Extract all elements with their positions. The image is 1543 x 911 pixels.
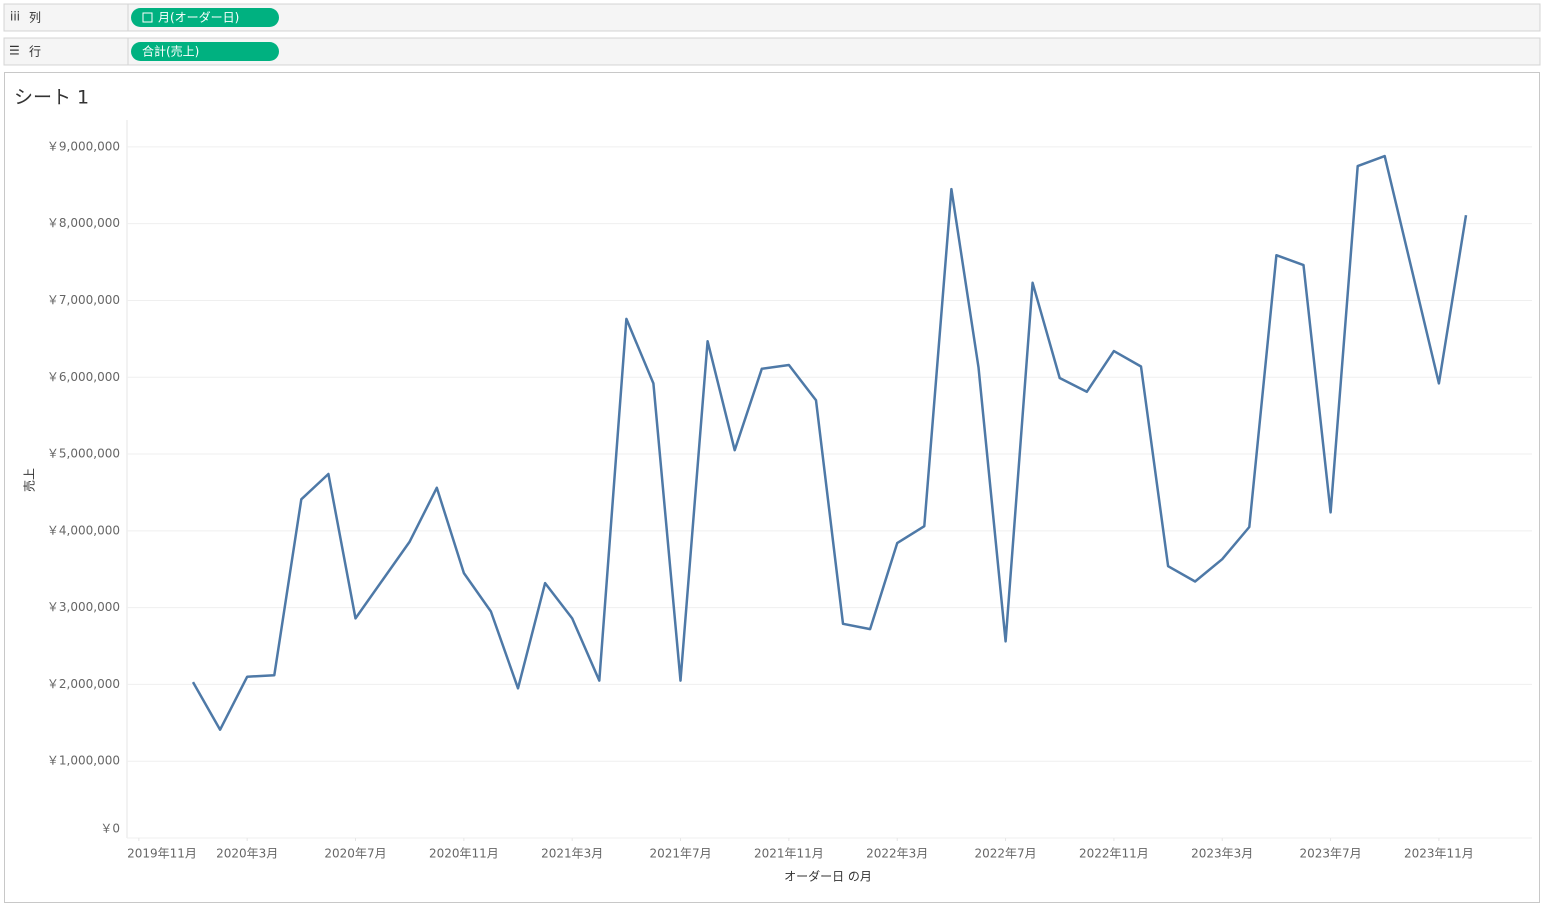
x-tick-label: 2023年7月 — [1299, 847, 1361, 861]
rows-pill[interactable] — [131, 42, 279, 61]
y-tick-label: ￥4,000,000 — [47, 523, 120, 537]
sales-line — [191, 154, 1468, 731]
y-tick-label: ￥5,000,000 — [47, 447, 120, 461]
y-tick-label: ￥6,000,000 — [47, 370, 120, 384]
y-tick-label: ￥9,000,000 — [47, 139, 120, 153]
columns-label: 列 — [29, 11, 41, 25]
x-tick-label: 2022年11月 — [1079, 847, 1149, 861]
y-tick-label: ￥1,000,000 — [47, 754, 120, 768]
sheet-title: シート 1 — [14, 87, 89, 109]
columns-pill-text[interactable]: 月(オーダー日) — [158, 10, 239, 25]
columns-icon: iii — [10, 10, 20, 24]
y-tick-label: ￥2,000,000 — [47, 677, 120, 691]
x-tick-label: 2021年3月 — [541, 847, 603, 861]
rows-label: 行 — [29, 45, 41, 59]
x-tick-label: 2020年3月 — [216, 847, 278, 861]
rows-pill-text[interactable]: 合計(売上) — [142, 44, 199, 59]
pill-icon — [142, 12, 153, 23]
x-tick-label: 2020年7月 — [324, 847, 386, 861]
x-tick-label: 2021年11月 — [754, 847, 824, 861]
y-tick-label: ￥8,000,000 — [47, 216, 120, 230]
x-tick-label: 2022年7月 — [974, 847, 1036, 861]
sheet-panel — [4, 72, 1540, 903]
x-axis-title: オーダー日 の月 — [784, 869, 872, 884]
columns-pill[interactable] — [131, 8, 279, 27]
x-tick-label: 2023年11月 — [1404, 847, 1474, 861]
x-tick-label: 2022年3月 — [866, 847, 928, 861]
x-tick-label: 2020年11月 — [429, 847, 499, 861]
y-tick-label: ￥0 — [100, 822, 120, 836]
x-tick-label: 2019年11月 — [127, 847, 197, 861]
y-tick-label: ￥3,000,000 — [47, 600, 120, 614]
rows-icon: ☰ — [9, 44, 20, 58]
x-tick-label: 2021年7月 — [649, 847, 711, 861]
y-axis-title: 売上 — [22, 468, 37, 492]
x-tick-label: 2023年3月 — [1191, 847, 1253, 861]
y-tick-label: ￥7,000,000 — [47, 293, 120, 307]
